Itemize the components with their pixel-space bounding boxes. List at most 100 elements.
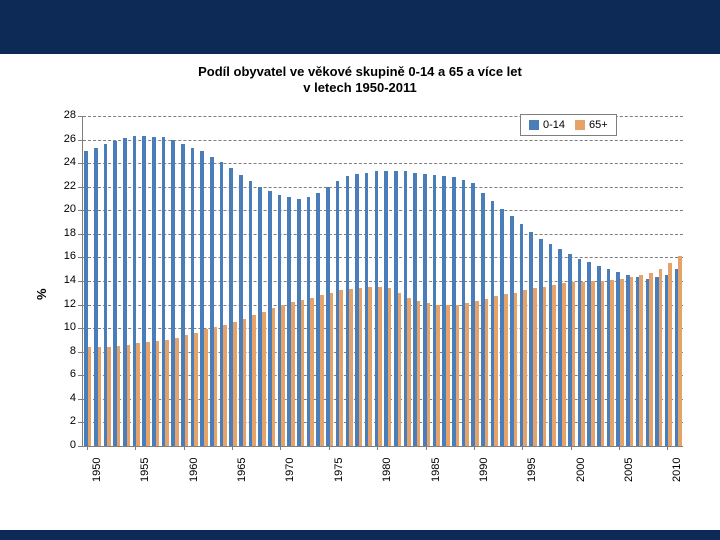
header-bar: [0, 0, 720, 54]
xtick-label: 1965: [236, 458, 248, 482]
ytick-mark: [78, 399, 82, 400]
plot-area: [82, 116, 683, 447]
bar-65+: [223, 325, 227, 446]
xtick-label: 1975: [333, 458, 345, 482]
bar-65+: [262, 312, 266, 446]
xtick-label: 1970: [284, 458, 296, 482]
xtick-label: 2005: [623, 458, 635, 482]
ytick-label: 14: [52, 274, 76, 286]
xtick-mark: [619, 446, 620, 450]
bar-65+: [398, 293, 402, 446]
bar-65+: [543, 287, 547, 446]
bar-65+: [339, 290, 343, 446]
bar-65+: [388, 288, 392, 446]
bar-65+: [504, 294, 508, 446]
bar-65+: [678, 256, 682, 446]
bar-65+: [146, 342, 150, 446]
bar-65+: [514, 293, 518, 446]
xtick-mark: [184, 446, 185, 450]
xtick-mark: [522, 446, 523, 450]
chart-title-line2: v letech 1950-2011: [303, 80, 416, 95]
ytick-mark: [78, 422, 82, 423]
bar-65+: [659, 269, 663, 446]
bar-65+: [456, 305, 460, 446]
xtick-mark: [667, 446, 668, 450]
bar-65+: [117, 346, 121, 446]
ytick-label: 8: [52, 345, 76, 357]
bar-65+: [349, 289, 353, 446]
bar-65+: [194, 333, 198, 446]
bar-65+: [320, 295, 324, 446]
ytick-mark: [78, 328, 82, 329]
xtick-label: 1950: [91, 458, 103, 482]
footer-strip: [0, 530, 720, 540]
xtick-label: 1990: [478, 458, 490, 482]
bar-65+: [136, 343, 140, 446]
legend-label: 0-14: [543, 119, 565, 131]
xtick-mark: [377, 446, 378, 450]
xtick-label: 1995: [526, 458, 538, 482]
xtick-mark: [87, 446, 88, 450]
xtick-label: 2010: [671, 458, 683, 482]
ytick-mark: [78, 281, 82, 282]
bar-65+: [610, 280, 614, 446]
ytick-label: 20: [52, 203, 76, 215]
ytick-label: 6: [52, 368, 76, 380]
bar-65+: [252, 315, 256, 446]
bar-65+: [494, 296, 498, 446]
bar-65+: [552, 285, 556, 446]
bar-65+: [204, 329, 208, 446]
xtick-mark: [474, 446, 475, 450]
legend-swatch: [575, 120, 585, 130]
bar-65+: [572, 282, 576, 446]
bar-65+: [281, 305, 285, 446]
bar-65+: [639, 275, 643, 446]
ytick-label: 10: [52, 321, 76, 333]
bar-65+: [436, 305, 440, 446]
ytick-mark: [78, 210, 82, 211]
ytick-mark: [78, 140, 82, 141]
ytick-label: 0: [52, 439, 76, 451]
xtick-label: 2000: [575, 458, 587, 482]
ytick-label: 24: [52, 156, 76, 168]
bar-65+: [214, 327, 218, 446]
bar-65+: [378, 287, 382, 446]
ytick-label: 28: [52, 109, 76, 121]
ytick-mark: [78, 187, 82, 188]
legend-label: 65+: [589, 119, 608, 131]
ytick-label: 2: [52, 415, 76, 427]
chart-container: Podíl obyvatel ve věkové skupině 0-14 a …: [20, 60, 700, 520]
bar-65+: [427, 303, 431, 446]
xtick-label: 1985: [430, 458, 442, 482]
xtick-mark: [426, 446, 427, 450]
y-axis-label: %: [34, 288, 49, 300]
bar-65+: [407, 298, 411, 447]
ytick-mark: [78, 352, 82, 353]
ytick-mark: [78, 446, 82, 447]
xtick-label: 1980: [381, 458, 393, 482]
bar-65+: [668, 263, 672, 446]
bar-65+: [165, 340, 169, 446]
legend-item: 65+: [575, 119, 608, 131]
ytick-label: 16: [52, 250, 76, 262]
ytick-mark: [78, 305, 82, 306]
bar-65+: [485, 299, 489, 446]
bar-65+: [562, 283, 566, 446]
bar-65+: [127, 345, 131, 446]
bar-65+: [107, 347, 111, 446]
bar-65+: [591, 281, 595, 446]
ytick-label: 4: [52, 392, 76, 404]
ytick-label: 22: [52, 180, 76, 192]
bar-65+: [301, 300, 305, 446]
bar-65+: [243, 319, 247, 446]
bar-65+: [185, 335, 189, 446]
bar-65+: [465, 303, 469, 446]
ytick-label: 26: [52, 133, 76, 145]
xtick-mark: [329, 446, 330, 450]
xtick-mark: [232, 446, 233, 450]
bar-65+: [417, 301, 421, 446]
bar-65+: [601, 281, 605, 446]
bar-65+: [156, 341, 160, 446]
bar-65+: [98, 347, 102, 446]
bar-65+: [475, 301, 479, 446]
